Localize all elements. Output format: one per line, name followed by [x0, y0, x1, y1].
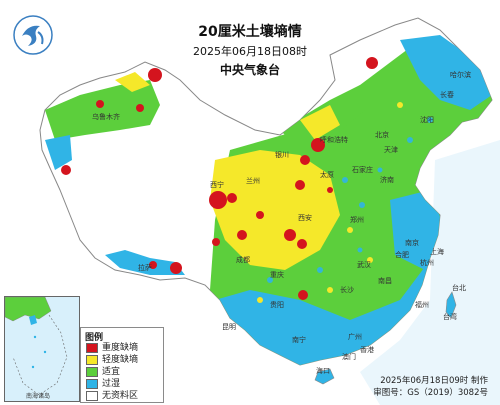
place-label: 台湾 [443, 313, 457, 321]
made-time: 2025年06月18日09时 制作 [380, 376, 488, 386]
hainan-island [314, 368, 335, 385]
place-label: 长春 [440, 91, 454, 99]
inset-label: 南海诸岛 [26, 393, 51, 400]
slight-drought-central [210, 150, 340, 270]
place-label: 重庆 [270, 271, 284, 279]
place-label: 海口 [316, 367, 330, 375]
place-label: 西宁 [210, 181, 224, 189]
issuer-name: 中央气象台 [219, 63, 280, 77]
legend-item-nodata: 无资料区 [86, 390, 138, 402]
place-label: 武汉 [357, 261, 371, 269]
wet-scatter [267, 117, 433, 283]
slight-drought-inner-mongolia [300, 105, 340, 140]
place-label: 济南 [380, 176, 394, 184]
place-label: 昆明 [222, 323, 236, 331]
legend-swatch-wet [86, 378, 98, 389]
place-label: 福州 [415, 301, 429, 309]
dry-scatter [257, 102, 403, 303]
legend: 图例 重度缺墒 轻度缺墒 适宜 过湿 无资料区 [80, 327, 164, 403]
place-label: 上海 [430, 248, 444, 256]
place-label: 成都 [236, 256, 250, 264]
legend-title: 图例 [85, 333, 104, 343]
place-label: 南昌 [378, 277, 392, 285]
place-label: 南宁 [292, 336, 306, 344]
taiwan-island [445, 291, 457, 319]
place-label: 长沙 [340, 286, 354, 294]
wet-tibet [105, 250, 185, 275]
inset-map [4, 296, 68, 396]
place-label: 银川 [275, 151, 289, 159]
map-title: 20厘米土壤墒情 [198, 24, 302, 40]
legend-item-wet: 过湿 [86, 378, 120, 390]
place-label: 香港 [360, 346, 374, 354]
severe-drought-patches [61, 57, 378, 358]
place-label: 哈尔滨 [450, 71, 471, 79]
approval-number: 审图号：GS（2019）3082号 [373, 388, 488, 398]
south-china-sea-inset [4, 296, 80, 402]
legend-swatch-suitable [86, 366, 98, 377]
place-label: 西安 [298, 214, 312, 222]
place-label: 郑州 [350, 216, 364, 224]
place-label: 南京 [405, 239, 419, 247]
suitable-xinjiang [45, 80, 160, 140]
place-label: 天津 [384, 146, 398, 154]
place-label: 沈阳 [420, 116, 434, 124]
place-label: 乌鲁木齐 [92, 113, 120, 121]
place-label: 澳门 [342, 353, 356, 361]
wet-region-northeast [400, 35, 492, 110]
legend-item-suitable: 适宜 [86, 366, 120, 378]
place-label: 广州 [348, 333, 362, 341]
place-label: 台北 [452, 284, 466, 292]
cma-logo-icon [13, 15, 53, 55]
place-label: 石家庄 [352, 166, 373, 174]
place-label: 北京 [375, 131, 389, 139]
legend-item-severe: 重度缺墒 [86, 342, 138, 354]
place-label: 兰州 [246, 177, 260, 185]
place-label: 杭州 [420, 259, 434, 267]
place-label: 呼和浩特 [320, 136, 348, 144]
wet-region-southeast [390, 190, 445, 270]
legend-item-slight: 轻度缺墒 [86, 354, 138, 366]
place-label: 贵阳 [270, 301, 284, 309]
place-label: 太原 [320, 171, 334, 179]
place-label: 合肥 [395, 251, 409, 259]
legend-swatch-slight [86, 354, 98, 365]
footer: 2025年06月18日09时 制作 审图号：GS（2019）3082号 [373, 375, 488, 399]
sea-area [360, 140, 500, 405]
map-subtitle: 2025年06月18日08时 [193, 45, 307, 58]
legend-swatch-severe [86, 342, 98, 353]
legend-swatch-nodata [86, 390, 98, 401]
slight-drought-xinjiang [115, 72, 150, 92]
place-label: 拉萨 [138, 264, 152, 272]
wet-xinjiang [45, 135, 72, 170]
